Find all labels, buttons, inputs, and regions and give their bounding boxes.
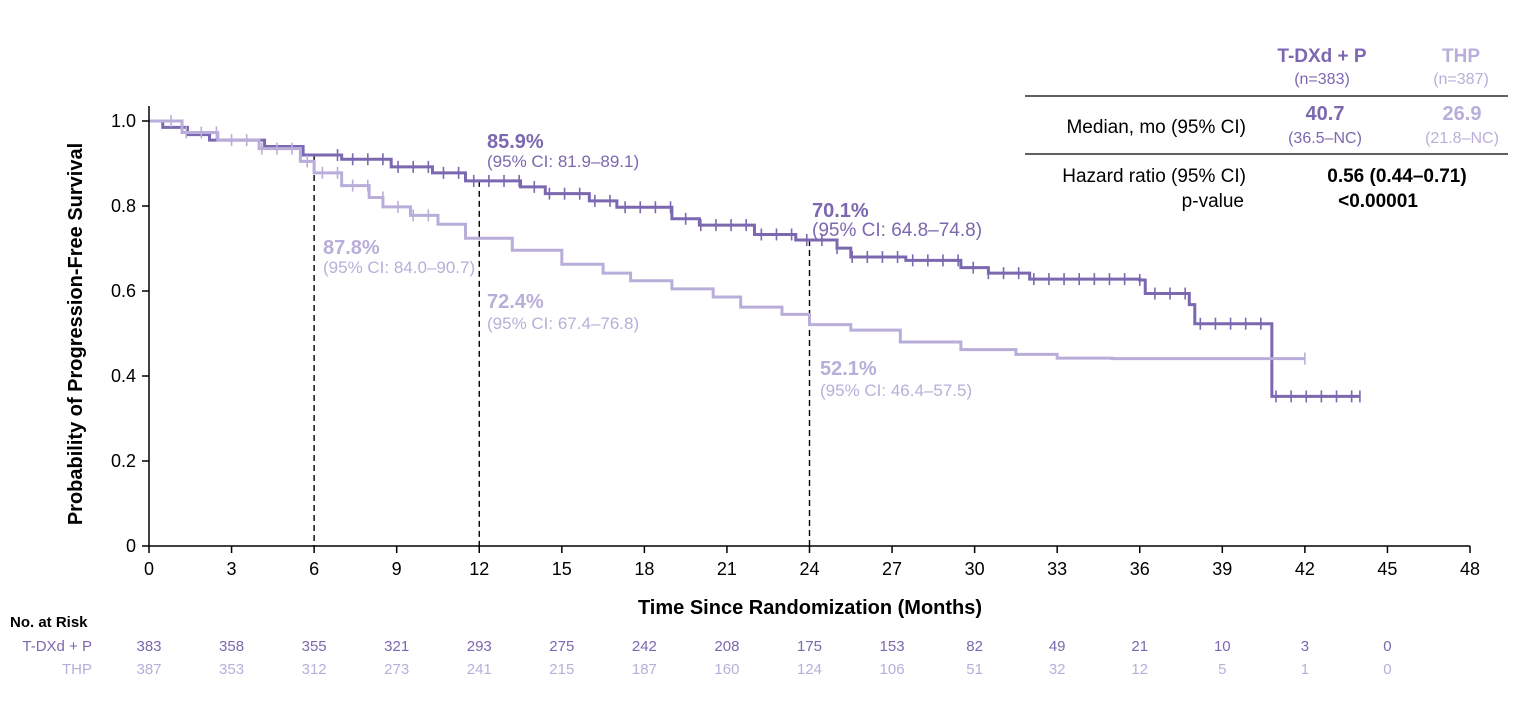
risk-cell: 0 — [1383, 661, 1392, 678]
risk-cell: 383 — [136, 638, 162, 655]
stats-arm2-median: 26.9 — [1443, 103, 1482, 125]
stats-hr-value: 0.56 (0.44–0.71) — [1327, 166, 1466, 187]
annotation-thp-12-ci: (95% CI: 67.4–76.8) — [487, 314, 639, 333]
risk-cell: 153 — [879, 638, 905, 655]
stats-arm1-median-ci: (36.5–NC) — [1288, 130, 1362, 147]
risk-cell: 49 — [1048, 638, 1066, 655]
stats-median-label: Median, mo (95% CI) — [1066, 117, 1246, 138]
x-tick-label: 45 — [1377, 559, 1397, 579]
x-tick-label: 15 — [552, 559, 572, 579]
y-tick-label: 0 — [126, 536, 136, 556]
x-tick-label: 12 — [469, 559, 489, 579]
y-axis-label: Probability of Progression-Free Survival — [65, 143, 87, 525]
risk-cell: 241 — [466, 661, 492, 678]
x-tick-label: 9 — [392, 559, 402, 579]
y-tick-label: 0.6 — [111, 281, 136, 301]
risk-cell: 175 — [796, 638, 823, 655]
x-tick-label: 24 — [799, 559, 819, 579]
x-tick-label: 42 — [1295, 559, 1315, 579]
stats-arm2-median-ci: (21.8–NC) — [1425, 130, 1499, 147]
x-axis-label: Time Since Randomization (Months) — [638, 597, 982, 619]
risk-cell: 242 — [631, 638, 657, 655]
risk-cell: 32 — [1048, 661, 1066, 678]
annotation-thp-12-value: 72.4% — [487, 291, 544, 313]
x-tick-label: 18 — [634, 559, 654, 579]
risk-cell: 358 — [219, 638, 245, 655]
x-tick-label: 6 — [309, 559, 319, 579]
annotation-tdxd-24-value: 70.1% — [812, 200, 869, 222]
risk-cell: 321 — [384, 638, 410, 655]
annotation-tdxd-12-value: 85.9% — [487, 131, 544, 153]
axes: 0 3 6 9 12 15 18 21 24 27 30 33 36 39 42 45 4800.20.40.6… — [111, 106, 1480, 579]
risk-cell: 106 — [879, 661, 905, 678]
risk-cell: 160 — [714, 661, 740, 678]
x-tick-label: 36 — [1130, 559, 1150, 579]
risk-cell: 215 — [549, 661, 575, 678]
stats-arm1-n: (n=383) — [1294, 71, 1350, 88]
stats-arm2-name: THP — [1442, 46, 1480, 67]
y-tick-label: 0.8 — [111, 196, 136, 216]
reference-lines — [313, 155, 811, 546]
risk-cell: 51 — [966, 661, 983, 678]
y-tick-label: 0.2 — [111, 451, 136, 471]
annotation-thp-24-value: 52.1% — [820, 358, 877, 380]
risk-cell: 312 — [301, 661, 327, 678]
annotation-tdxd-12-ci: (95% CI: 81.9–89.1) — [487, 152, 639, 171]
x-tick-label: 21 — [717, 559, 737, 579]
risk-table-title: No. at Risk — [10, 614, 88, 631]
annotation-thp-24-ci: (95% CI: 46.4–57.5) — [820, 381, 972, 400]
risk-cell: 208 — [714, 638, 740, 655]
survival-curves — [149, 115, 1361, 403]
risk-cell: 293 — [466, 638, 492, 655]
x-tick-label: 30 — [965, 559, 985, 579]
risk-cell: 387 — [136, 661, 162, 678]
risk-cell: 275 — [549, 638, 575, 655]
x-tick-label: 0 — [144, 559, 154, 579]
x-tick-label: 3 — [227, 559, 237, 579]
risk-cell: 3 — [1300, 638, 1310, 655]
series-line-thp — [149, 119, 1305, 361]
annotation-tdxd-24-ci: (95% CI: 64.8–74.8) — [812, 220, 982, 241]
risk-cell: 353 — [219, 661, 245, 678]
risk-cell: 355 — [301, 638, 327, 655]
risk-cell: 1 — [1300, 661, 1310, 678]
y-tick-label: 1.0 — [111, 111, 136, 131]
y-tick-label: 0.4 — [111, 366, 136, 386]
stats-hr-label: Hazard ratio (95% CI) — [1062, 166, 1246, 187]
risk-cell: 124 — [796, 661, 823, 678]
x-tick-label: 33 — [1047, 559, 1067, 579]
risk-cell: 187 — [631, 661, 657, 678]
annotation-thp-6-ci: (95% CI: 84.0–90.7) — [323, 258, 475, 277]
risk-cell: 273 — [384, 661, 410, 678]
x-tick-label: 39 — [1212, 559, 1232, 579]
risk-cell: 21 — [1131, 638, 1149, 655]
x-tick-label: 48 — [1460, 559, 1480, 579]
risk-cell: 82 — [966, 638, 983, 655]
risk-row-label: THP — [62, 661, 92, 678]
risk-row-label: T-DXd + P — [22, 638, 92, 655]
risk-cell: 0 — [1383, 638, 1392, 655]
annotation-thp-6-value: 87.8% — [323, 237, 380, 259]
risk-cell: 10 — [1213, 638, 1231, 655]
risk-cell: 12 — [1131, 661, 1149, 678]
stats-arm2-n: (n=387) — [1433, 71, 1489, 88]
stats-p-value: <0.00001 — [1338, 191, 1418, 212]
stats-arm1-name: T-DXd + P — [1277, 46, 1367, 67]
stats-p-label: p-value — [1182, 191, 1244, 212]
x-tick-label: 27 — [882, 559, 902, 579]
risk-cell: 5 — [1218, 661, 1227, 678]
stats-arm1-median: 40.7 — [1306, 103, 1345, 125]
